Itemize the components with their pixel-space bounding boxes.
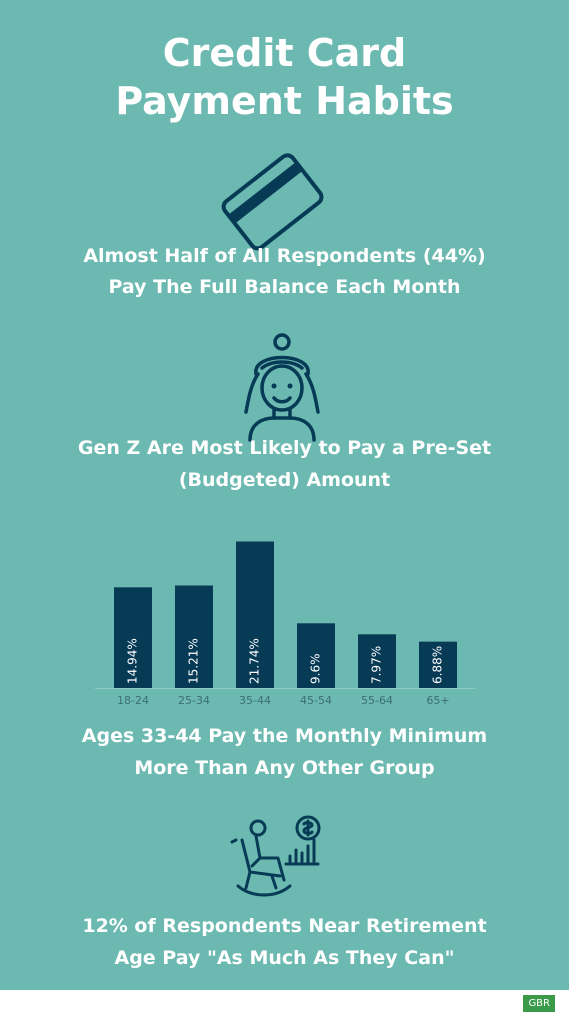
- bar-18-24: [114, 587, 152, 688]
- title-line-2: Payment Habits: [115, 79, 454, 123]
- age-group-bar-chart: 14.94% 18-24 15.21% 25-34 21.74% 35-44 9.6% 45-…: [95, 541, 475, 707]
- data-label-45-54: 9.6%: [309, 654, 323, 685]
- bar-45-54: [297, 623, 335, 688]
- woman-avatar-icon: [244, 333, 320, 442]
- bar-35-44: [236, 541, 274, 688]
- section2-heading-line-1: Gen Z Are Most Likely to Pay a Pre-Set: [77, 437, 492, 459]
- rocking-chair-retiree-icon: [230, 815, 321, 897]
- data-label-35-44: 21.74%: [248, 638, 262, 684]
- section2-heading-line-2: (Budgeted) Amount: [178, 469, 391, 491]
- section1-heading-line-1: Almost Half of All Respondents (44%): [83, 245, 486, 267]
- section3-heading-line-2: More Than Any Other Group: [134, 757, 435, 779]
- bar-25-34: [175, 585, 213, 688]
- tick-label-18-24: 18-24: [117, 694, 149, 707]
- data-label-65+: 6.88%: [431, 646, 445, 684]
- credit-card-icon: [221, 153, 324, 251]
- section4-heading-line-2: Age Pay "As Much As They Can": [114, 947, 455, 969]
- tick-label-65+: 65+: [426, 694, 449, 707]
- bar-65+: [419, 641, 457, 688]
- title-line-1: Credit Card: [162, 31, 407, 75]
- section1-heading-line-2: Pay The Full Balance Each Month: [108, 276, 461, 298]
- tick-label-35-44: 35-44: [239, 694, 271, 707]
- data-label-18-24: 14.94%: [126, 638, 140, 684]
- data-label-55-64: 7.97%: [370, 646, 384, 684]
- section3-heading-line-1: Ages 33-44 Pay the Monthly Minimum: [81, 725, 488, 747]
- tick-label-55-64: 55-64: [361, 694, 393, 707]
- bar-55-64: [358, 634, 396, 688]
- gbr-badge: GBR: [523, 995, 555, 1012]
- footer: GBR: [0, 990, 569, 1024]
- tick-label-45-54: 45-54: [300, 694, 332, 707]
- tick-label-25-34: 25-34: [178, 694, 210, 707]
- infographic-canvas: Credit Card Payment Habits Almost Half o…: [0, 0, 569, 990]
- data-label-25-34: 15.21%: [187, 638, 201, 684]
- section4-heading-line-1: 12% of Respondents Near Retirement: [82, 915, 487, 937]
